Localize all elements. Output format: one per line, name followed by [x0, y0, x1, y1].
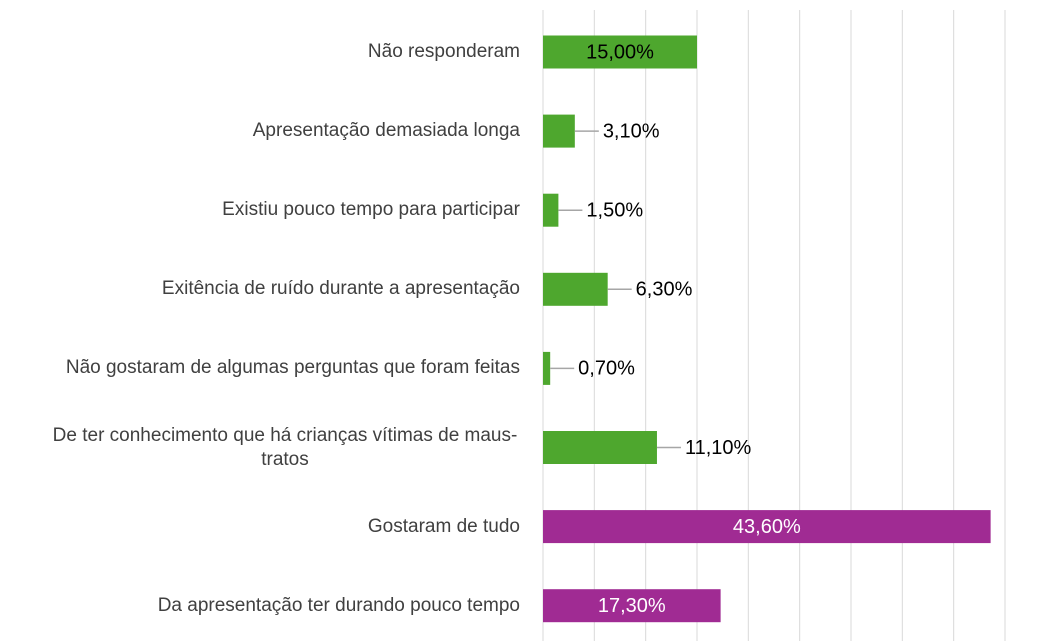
category-label: Existiu pouco tempo para participar [222, 199, 520, 221]
category-label: Não gostaram de algumas perguntas que fo… [65, 357, 520, 379]
value-label: 0,70% [578, 358, 635, 380]
bar [543, 35, 697, 69]
value-label: 11,10% [685, 437, 752, 459]
bar [543, 272, 608, 306]
value-label: 43,60% [733, 516, 801, 538]
category-label: Apresentação demasiada longa [252, 120, 520, 142]
category-label: Da apresentação ter durando pouco tempo [157, 594, 520, 616]
bar [543, 114, 575, 148]
bar [543, 589, 721, 623]
bar [543, 193, 559, 227]
category-label: Exitência de ruído durante a apresentaçã… [161, 278, 520, 300]
category-label: Gostaram de tudo [367, 515, 520, 537]
value-label: 17,30% [598, 595, 666, 617]
category-label: Não responderam [367, 41, 520, 62]
value-label: 15,00% [586, 41, 654, 63]
category-label: De ter conhecimento que há crianças víti… [52, 424, 518, 470]
value-label: 6,30% [636, 279, 693, 301]
bar [543, 510, 991, 544]
bar [543, 351, 551, 385]
value-label: 1,50% [586, 199, 643, 221]
value-label: 3,10% [603, 120, 660, 142]
bar [543, 431, 657, 464]
